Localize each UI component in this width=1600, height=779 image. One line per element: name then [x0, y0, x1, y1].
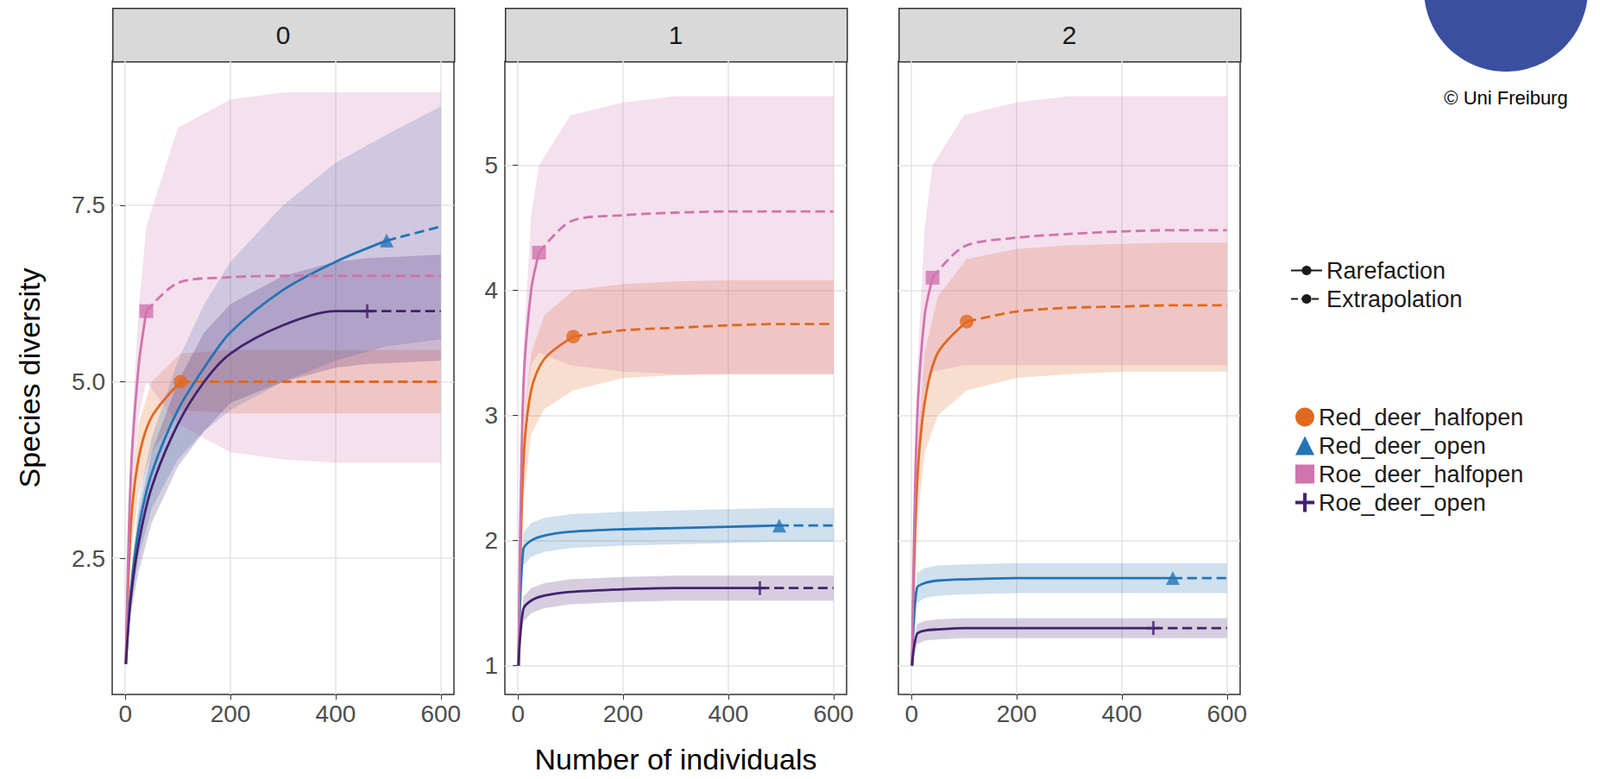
svg-text:Number of individuals: Number of individuals — [535, 743, 818, 776]
svg-text:600: 600 — [812, 700, 854, 728]
svg-text:600: 600 — [1206, 700, 1248, 728]
svg-text:4: 4 — [484, 277, 498, 304]
svg-text:7.5: 7.5 — [71, 191, 106, 219]
svg-text:3: 3 — [484, 402, 498, 429]
svg-text:2: 2 — [484, 527, 498, 555]
svg-text:Species diversity: Species diversity — [12, 267, 46, 488]
svg-text:Rarefaction: Rarefaction — [1326, 258, 1446, 284]
svg-text:Red_deer_open: Red_deer_open — [1318, 433, 1487, 460]
svg-text:600: 600 — [420, 700, 461, 728]
svg-text:1: 1 — [484, 652, 498, 680]
svg-text:2.5: 2.5 — [71, 545, 106, 573]
svg-text:0: 0 — [118, 700, 133, 728]
svg-text:0: 0 — [904, 700, 919, 728]
svg-text:Red_deer_halfopen: Red_deer_halfopen — [1318, 404, 1524, 431]
svg-text:1: 1 — [668, 20, 684, 50]
svg-text:200: 200 — [210, 700, 252, 728]
svg-text:5.0: 5.0 — [71, 368, 106, 396]
svg-text:2: 2 — [1062, 20, 1078, 50]
svg-text:200: 200 — [996, 700, 1038, 728]
svg-text:Roe_deer_open: Roe_deer_open — [1318, 490, 1487, 517]
svg-text:5: 5 — [484, 151, 498, 179]
svg-text:400: 400 — [1102, 700, 1143, 728]
svg-text:200: 200 — [603, 700, 644, 728]
svg-text:Roe_deer_halfopen: Roe_deer_halfopen — [1318, 461, 1524, 488]
svg-text:0: 0 — [276, 20, 291, 50]
svg-text:400: 400 — [315, 700, 357, 728]
svg-text:400: 400 — [708, 700, 750, 728]
svg-text:Extrapolation: Extrapolation — [1326, 286, 1463, 313]
svg-text:0: 0 — [510, 700, 525, 728]
svg-text:© Uni Freiburg: © Uni Freiburg — [1443, 87, 1568, 109]
